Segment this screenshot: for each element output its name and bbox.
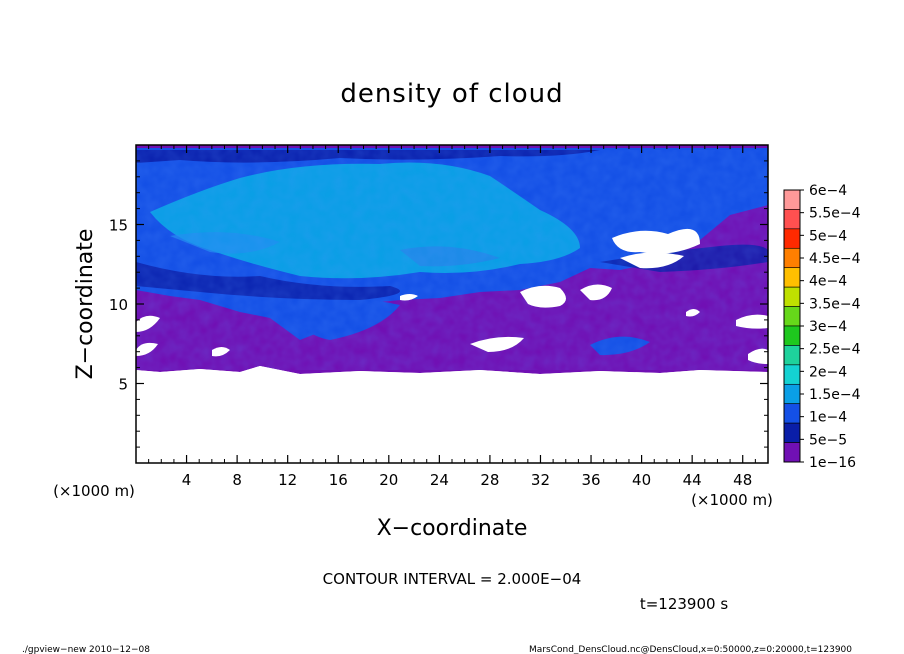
x-tick-label: 24 [430, 471, 449, 489]
colorbar-swatch [783, 286, 801, 307]
x-tick-label: 32 [531, 471, 550, 489]
x-tick-label: 16 [329, 471, 348, 489]
colorbar-swatch [783, 267, 801, 288]
contour-interval-label: CONTOUR INTERVAL = 2.000E−04 [323, 570, 582, 588]
y-tick-label: 15 [109, 217, 128, 235]
colorbar-label: 4e−4 [809, 274, 847, 290]
colorbar-label: 3e−4 [809, 319, 847, 335]
x-tick-label: 12 [278, 471, 297, 489]
colorbar-swatch [783, 189, 801, 210]
colorbar-label: 2e−4 [809, 364, 847, 380]
colorbar-swatch [783, 247, 801, 269]
colorbar-label: 1e−4 [809, 410, 847, 426]
x-tick-label: 28 [480, 471, 499, 489]
colorbar-label: 5e−5 [809, 432, 847, 448]
colorbar-label: 3.5e−4 [809, 296, 861, 312]
colorbar-swatch [783, 403, 801, 424]
x-tick-label: 40 [632, 471, 651, 489]
colorbar: 6e−4 5.5e−4 5e−4 4.5e−4 4e−4 3.5e−4 3e−4 2.5e−4… [783, 183, 861, 471]
colorbar-swatch [783, 364, 801, 385]
colorbar-label: 1.5e−4 [809, 387, 861, 403]
y-axis-unit: (×1000 m) [53, 482, 135, 500]
colorbar-label: 4.5e−4 [809, 251, 861, 267]
colorbar-swatch [783, 442, 801, 463]
x-tick-label: 4 [182, 471, 192, 489]
footer-left: ./gpview−new 2010−12−08 [22, 645, 150, 654]
y-tick-label: 5 [118, 376, 128, 394]
x-axis-unit: (×1000 m) [691, 491, 773, 509]
colorbar-swatch [783, 228, 801, 249]
x-axis: 4 8 12 16 20 24 28 32 36 40 44 48 [148, 145, 756, 489]
y-axis-label: Z−coordinate [73, 229, 98, 380]
colorbar-label: 6e−4 [809, 183, 847, 199]
x-tick-label: 44 [683, 471, 702, 489]
colorbar-label: 1e−16 [809, 455, 856, 471]
colorbar-label: 5.5e−4 [809, 206, 861, 222]
colorbar-swatch [783, 209, 801, 230]
x-tick-label: 36 [581, 471, 600, 489]
x-tick-label: 20 [379, 471, 398, 489]
plot-area [136, 145, 768, 463]
colorbar-swatch [783, 383, 801, 405]
x-tick-label: 8 [232, 471, 242, 489]
x-axis-label: X−coordinate [377, 516, 528, 541]
colorbar-swatch [783, 345, 801, 366]
region-clear-air-below [136, 366, 768, 463]
colorbar-swatch [783, 422, 801, 443]
footer-right: MarsCond_DensCloud.nc@DensCloud,x=0:5000… [529, 645, 852, 654]
colorbar-swatch [783, 306, 801, 327]
y-axis: 5 10 15 [109, 160, 768, 448]
y-tick-label: 10 [109, 296, 128, 314]
colorbar-label: 5e−4 [809, 228, 847, 244]
x-tick-label: 48 [733, 471, 752, 489]
colorbar-swatch [783, 325, 801, 346]
time-label: t=123900 s [640, 595, 728, 613]
chart-title: density of cloud [340, 79, 563, 109]
colorbar-label: 2.5e−4 [809, 342, 861, 358]
